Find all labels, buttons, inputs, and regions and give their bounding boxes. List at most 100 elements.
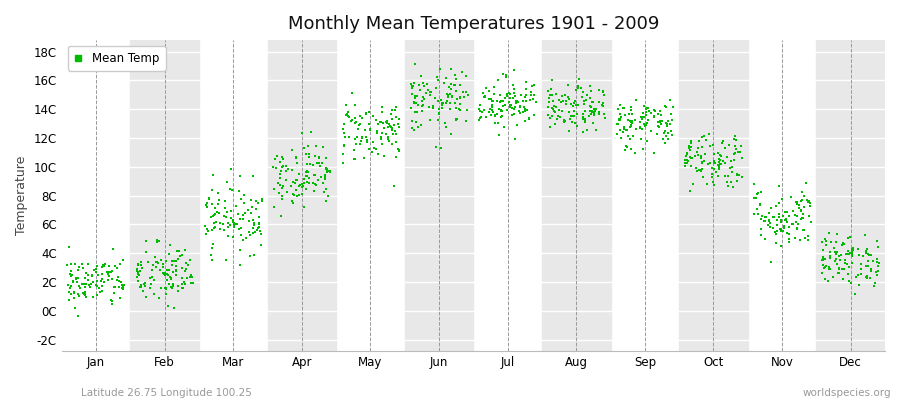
Point — [499, 71, 513, 78]
Point — [290, 160, 304, 166]
Point — [782, 213, 796, 219]
Point — [804, 219, 818, 226]
Point — [815, 270, 830, 276]
Point — [108, 284, 122, 290]
Point — [635, 116, 650, 122]
Point — [166, 269, 180, 276]
Point — [244, 210, 258, 217]
Point — [562, 108, 576, 115]
Point — [338, 102, 353, 108]
Point — [508, 93, 522, 99]
Point — [792, 202, 806, 208]
Point — [474, 114, 489, 121]
Point — [90, 282, 104, 289]
Point — [384, 124, 399, 130]
Point — [306, 162, 320, 168]
Point — [289, 177, 303, 183]
Point — [354, 138, 368, 144]
Point — [78, 288, 93, 295]
Point — [579, 108, 593, 114]
Point — [854, 261, 868, 268]
Point — [116, 257, 130, 263]
Point — [108, 262, 122, 269]
Point — [781, 236, 796, 242]
Point — [198, 223, 212, 230]
Point — [180, 275, 194, 282]
Point — [561, 82, 575, 89]
Point — [337, 142, 351, 148]
Point — [71, 263, 86, 270]
Point — [684, 155, 698, 162]
Point — [616, 129, 630, 136]
Point — [219, 214, 233, 220]
Point — [285, 191, 300, 197]
Point — [683, 138, 698, 144]
Point — [688, 153, 703, 160]
Point — [434, 145, 448, 151]
Point — [772, 211, 787, 217]
Point — [159, 270, 174, 277]
Point — [160, 267, 175, 273]
Point — [156, 261, 170, 267]
Point — [716, 158, 730, 164]
Point — [445, 94, 459, 100]
Point — [494, 108, 508, 114]
Point — [652, 117, 667, 124]
Bar — [816, 40, 885, 351]
Point — [68, 305, 83, 312]
Point — [720, 154, 734, 160]
Point — [437, 119, 452, 126]
Point — [75, 281, 89, 287]
Point — [484, 96, 499, 103]
Point — [220, 209, 234, 216]
Point — [447, 72, 462, 78]
Point — [227, 224, 241, 230]
Point — [248, 252, 262, 258]
Point — [62, 297, 77, 304]
Point — [497, 124, 511, 130]
Point — [500, 107, 515, 113]
Point — [795, 197, 809, 203]
Point — [309, 143, 323, 150]
Point — [565, 113, 580, 120]
Point — [453, 93, 467, 100]
Point — [66, 279, 80, 285]
Point — [728, 150, 742, 156]
Point — [655, 118, 670, 124]
Point — [790, 221, 805, 227]
Point — [624, 146, 638, 152]
Point — [176, 284, 191, 291]
Point — [842, 264, 856, 270]
Point — [492, 132, 507, 138]
Point — [827, 244, 842, 251]
Point — [380, 117, 394, 124]
Point — [417, 102, 431, 108]
Point — [567, 113, 581, 119]
Point — [598, 114, 612, 121]
Point — [618, 142, 633, 149]
Point — [771, 214, 786, 220]
Point — [431, 110, 446, 116]
Point — [389, 114, 403, 120]
Point — [747, 194, 761, 201]
Point — [726, 136, 741, 142]
Point — [94, 264, 109, 270]
Point — [405, 82, 419, 89]
Point — [476, 90, 491, 96]
Point — [130, 262, 145, 268]
Point — [698, 136, 713, 143]
Point — [794, 206, 808, 213]
Point — [221, 232, 236, 239]
Point — [842, 250, 857, 256]
Point — [418, 90, 433, 97]
Point — [818, 262, 832, 269]
Point — [112, 278, 127, 285]
Point — [706, 179, 720, 186]
Point — [762, 217, 777, 224]
Point — [516, 98, 530, 104]
Point — [642, 108, 656, 114]
Point — [169, 263, 184, 269]
Point — [405, 125, 419, 132]
Point — [585, 99, 599, 106]
Point — [612, 116, 626, 123]
